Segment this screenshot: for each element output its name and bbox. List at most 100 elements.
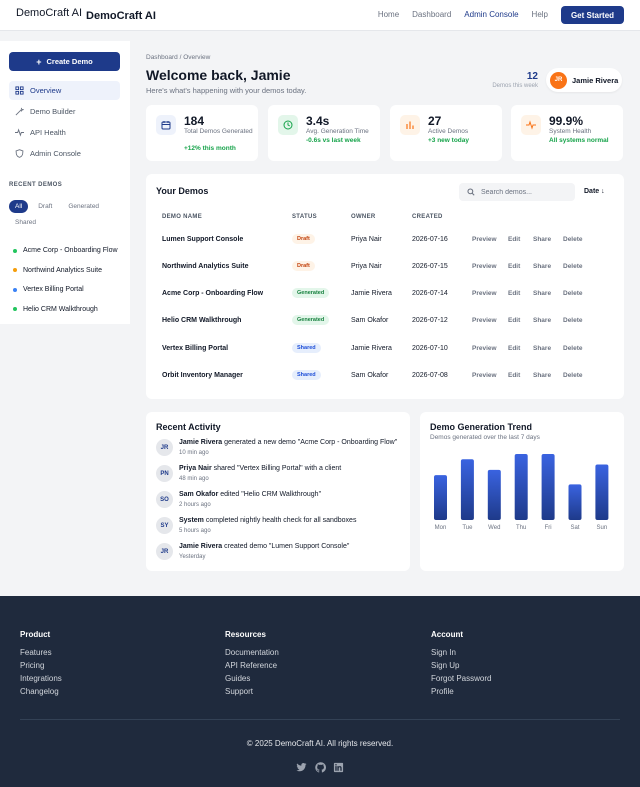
sidebar-item-demo-builder[interactable]: Demo Builder [9, 102, 120, 121]
footer-link-profile[interactable]: Profile [431, 687, 454, 696]
filter-generated[interactable]: Generated [68, 203, 100, 210]
demo-created: 2026-07-14 [412, 290, 448, 297]
edit-button[interactable]: Edit [508, 263, 521, 270]
copyright: © 2025 DemoCraft AI. All rights reserved… [246, 739, 394, 748]
column-header-name[interactable]: DEMO NAME [162, 214, 203, 220]
avatar: SO [156, 491, 173, 508]
demo-created: 2026-07-15 [412, 263, 448, 270]
nav-admin-console[interactable]: Admin Console [464, 10, 519, 19]
x-tick-label: Thu [516, 525, 526, 531]
stat-delta: +3 new today [428, 137, 469, 144]
footer-link-features[interactable]: Features [20, 648, 52, 657]
bar-thu [514, 454, 528, 520]
status-badge: Shared [292, 343, 321, 353]
activity-actor: System [179, 517, 204, 524]
share-button[interactable]: Share [533, 236, 552, 243]
stat-value: 184 [184, 114, 205, 128]
filter-draft[interactable]: Draft [38, 203, 53, 210]
x-tick-label: Wed [488, 525, 500, 531]
recent-demo-label: Acme Corp - Onboarding Flow [23, 247, 118, 255]
search-box[interactable] [459, 183, 575, 201]
share-button[interactable]: Share [533, 290, 552, 297]
chart-subtitle: Demos generated over the last 7 days [430, 434, 540, 441]
status-badge: Draft [292, 261, 315, 271]
recent-demo-item[interactable]: Northwind Analytics Suite [13, 261, 118, 281]
search-icon [467, 188, 475, 196]
nav-dashboard[interactable]: Dashboard [412, 10, 452, 19]
edit-button[interactable]: Edit [508, 345, 521, 352]
demos-this-week: 12 Demos this week [478, 71, 538, 89]
edit-button[interactable]: Edit [508, 372, 521, 379]
table-row: Vertex Billing Portal Shared Jamie River… [146, 335, 624, 362]
delete-button[interactable]: Delete [563, 345, 583, 352]
search-input[interactable] [481, 188, 571, 196]
top-nav: Home Dashboard Admin Console Help [378, 10, 548, 19]
share-button[interactable]: Share [533, 263, 552, 270]
edit-button[interactable]: Edit [508, 236, 521, 243]
delete-button[interactable]: Delete [563, 263, 583, 270]
share-button[interactable]: Share [533, 317, 552, 324]
delete-button[interactable]: Delete [563, 290, 583, 297]
column-header-created[interactable]: CREATED [412, 214, 443, 220]
activity-actor: Priya Nair [179, 465, 212, 472]
user-menu[interactable]: JR Jamie Rivera [546, 68, 622, 92]
github-icon[interactable] [315, 762, 326, 773]
footer-link-support[interactable]: Support [225, 687, 254, 696]
preview-button[interactable]: Preview [472, 290, 497, 297]
demo-name[interactable]: Acme Corp - Onboarding Flow [162, 290, 264, 297]
sort-dropdown[interactable]: Date ↓ [584, 188, 605, 195]
sidebar-item-api-health[interactable]: API Health [9, 123, 120, 142]
footer-heading: Product [20, 630, 51, 639]
footer-link-integrations[interactable]: Integrations [20, 674, 62, 683]
recent-demo-label: Helio CRM Walkthrough [23, 305, 98, 313]
twitter-icon[interactable] [296, 762, 307, 773]
demo-name[interactable]: Lumen Support Console [162, 236, 244, 243]
nav-home[interactable]: Home [377, 10, 400, 19]
column-header-status[interactable]: STATUS [292, 214, 317, 220]
footer-link-pricing[interactable]: Pricing [20, 661, 45, 670]
activity-description: completed nightly health check for all s… [205, 517, 357, 524]
preview-button[interactable]: Preview [472, 345, 497, 352]
recent-demo-item[interactable]: Vertex Billing Portal [13, 280, 118, 300]
sidebar-item-admin-console[interactable]: Admin Console [9, 144, 120, 163]
linkedin-icon[interactable] [333, 762, 344, 773]
preview-button[interactable]: Preview [472, 236, 497, 243]
pulse-icon [15, 128, 24, 137]
stat-label: Active Demos [428, 128, 469, 135]
demo-name[interactable]: Orbit Inventory Manager [162, 372, 243, 379]
create-demo-button[interactable]: + Create Demo [9, 52, 120, 71]
edit-button[interactable]: Edit [508, 290, 521, 297]
sidebar-item-overview[interactable]: Overview [9, 81, 120, 100]
column-header-owner[interactable]: OWNER [351, 214, 376, 220]
edit-button[interactable]: Edit [508, 317, 521, 324]
get-started-button[interactable]: Get Started [561, 6, 624, 24]
footer-link-documentation[interactable]: Documentation [225, 648, 279, 657]
footer-link-forgot-password[interactable]: Forgot Password [431, 674, 492, 683]
page-title: Welcome back, Jamie [146, 67, 291, 83]
recent-demo-item[interactable]: Helio CRM Walkthrough [13, 300, 118, 320]
preview-button[interactable]: Preview [472, 372, 497, 379]
nav-help[interactable]: Help [531, 10, 548, 19]
logo[interactable]: DemoCraft AI DemoCraft AI [16, 7, 156, 22]
footer-link-sign-up[interactable]: Sign Up [431, 661, 460, 670]
delete-button[interactable]: Delete [563, 317, 583, 324]
footer-link-api-reference[interactable]: API Reference [225, 661, 278, 670]
recent-demo-item[interactable]: Acme Corp - Onboarding Flow [13, 241, 118, 261]
demo-name[interactable]: Vertex Billing Portal [162, 345, 229, 352]
footer-link-guides[interactable]: Guides [225, 674, 251, 683]
footer-link-sign-in[interactable]: Sign In [431, 648, 456, 657]
delete-button[interactable]: Delete [563, 236, 583, 243]
activity-item: SY System completed nightly health check… [156, 517, 401, 543]
delete-button[interactable]: Delete [563, 372, 583, 379]
share-button[interactable]: Share [533, 345, 552, 352]
share-button[interactable]: Share [533, 372, 552, 379]
avatar: JR [550, 71, 567, 89]
filter-all[interactable]: All [9, 200, 29, 213]
footer-link-changelog[interactable]: Changelog [20, 687, 59, 696]
preview-button[interactable]: Preview [472, 317, 497, 324]
stat-value: 27 [428, 114, 442, 128]
filter-shared[interactable]: Shared [15, 219, 36, 226]
demo-name[interactable]: Helio CRM Walkthrough [162, 317, 242, 324]
preview-button[interactable]: Preview [472, 263, 497, 270]
demo-name[interactable]: Northwind Analytics Suite [162, 263, 249, 270]
